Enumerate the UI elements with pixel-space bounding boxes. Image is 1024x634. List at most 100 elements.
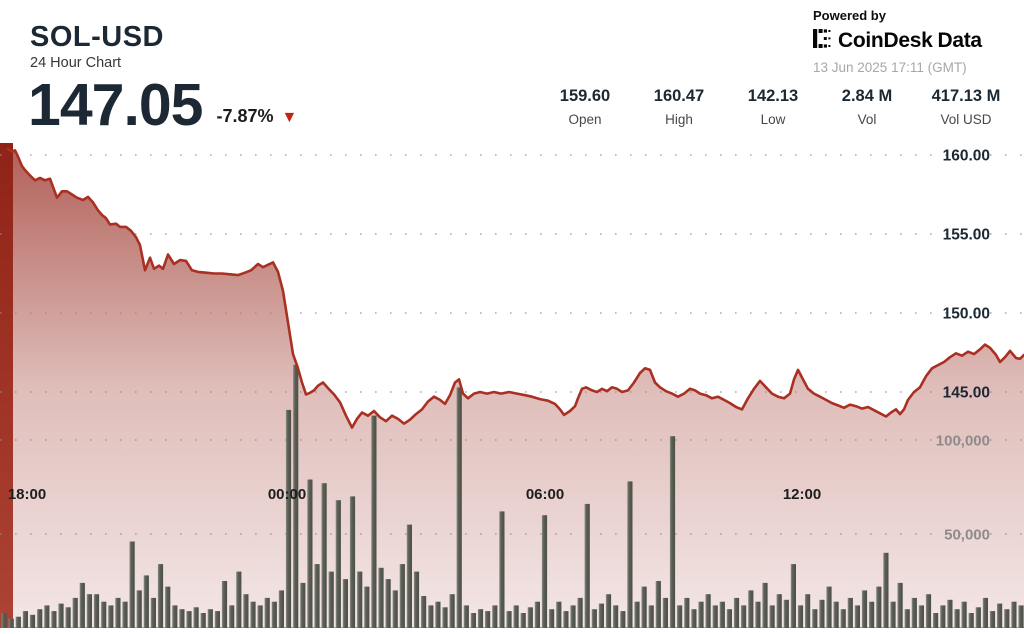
volume-bar: [335, 500, 341, 628]
volume-bar: [541, 515, 548, 628]
volume-bar: [861, 590, 868, 628]
volume-bar: [271, 601, 277, 628]
volume-bar: [741, 605, 747, 628]
volume-bar: [563, 611, 569, 628]
volume-bar: [634, 601, 640, 628]
volume-bar: [250, 601, 256, 628]
volume-bar: [442, 607, 448, 628]
volume-bar: [172, 605, 178, 628]
volume-bar: [421, 596, 427, 628]
chart-area[interactable]: 160.00 155.00 150.00 145.00 100,000 50,000 18:…: [0, 140, 1024, 629]
volume-bar: [193, 607, 199, 628]
volume-bar: [790, 564, 796, 628]
volume-bar: [165, 586, 171, 628]
x-axis-time-label: 12:00: [783, 486, 821, 503]
volume-bar: [719, 601, 725, 628]
volume-bar: [243, 594, 249, 628]
volume-bar: [584, 503, 590, 628]
volume-bar: [662, 597, 668, 628]
volume-bar: [534, 601, 540, 628]
volume-bar: [947, 599, 953, 628]
volume-bar: [677, 605, 683, 628]
chart-header: SOL-USD 24 Hour Chart 147.05 -7.87% ▼ Po…: [0, 0, 1024, 140]
volume-bar: [257, 605, 263, 628]
stat-high: 160.47 High: [632, 87, 726, 127]
stat-open-value: 159.60: [559, 87, 611, 105]
volume-bar: [776, 594, 782, 628]
volume-bar: [285, 409, 292, 628]
volume-bar: [93, 594, 100, 628]
y-axis-volume-label: 100,000: [936, 433, 990, 450]
volume-bar: [456, 387, 462, 628]
volume-bar: [321, 483, 327, 628]
volume-bar: [477, 609, 484, 628]
volume-bar: [641, 586, 647, 628]
volume-bar: [883, 552, 889, 628]
volume-bar: [385, 579, 391, 628]
chart-timestamp: 13 Jun 2025 17:11 (GMT): [813, 60, 967, 75]
volume-bar: [29, 614, 36, 628]
volume-bar: [847, 597, 853, 628]
brand-data: Data: [937, 29, 982, 52]
volume-bar: [527, 607, 533, 628]
volume-bar: [214, 611, 220, 628]
volume-bar: [108, 605, 114, 628]
stat-open-label: Open: [568, 112, 602, 127]
axis-labels-layer: 160.00 155.00 150.00 145.00 100,000 50,000 18:…: [8, 148, 990, 544]
volume-bar: [684, 597, 690, 628]
volume-bar: [613, 605, 619, 628]
volume-bar: [207, 609, 213, 628]
volume-bar: [229, 605, 235, 628]
volume-bar: [86, 594, 92, 628]
price-volume-chart[interactable]: 160.00 155.00 150.00 145.00 100,000 50,000 18:…: [0, 140, 1024, 629]
volume-bar: [989, 611, 996, 628]
volume-bar: [37, 609, 43, 628]
volume-bar: [179, 609, 185, 628]
volume-bar: [961, 601, 967, 628]
price-area-fill: [8, 148, 1024, 628]
volume-bar: [669, 436, 676, 628]
volume-bar: [499, 511, 505, 628]
y-axis-price-label: 145.00: [943, 385, 990, 402]
volume-bar: [726, 609, 732, 628]
volume-bar: [22, 611, 28, 628]
volume-bar: [278, 590, 284, 628]
volume-bar: [833, 601, 839, 628]
volume-bar: [556, 601, 562, 628]
volume-bar: [349, 496, 356, 628]
y-axis-price-label: 160.00: [943, 148, 990, 165]
volume-bar: [357, 571, 363, 628]
volume-bar: [1011, 601, 1017, 628]
volume-bar: [236, 571, 242, 628]
stat-volume-usd-label: Vol USD: [940, 112, 992, 127]
volume-bar: [648, 605, 654, 628]
area-fill-layer: [8, 148, 1024, 628]
volume-bar: [221, 581, 228, 628]
stat-open: 159.60 Open: [538, 87, 632, 127]
volume-bar: [577, 597, 583, 628]
volume-bar: [783, 599, 789, 628]
volume-bar: [733, 597, 740, 628]
coindesk-logo-icon: [813, 29, 832, 53]
chart-subtitle: 24 Hour Chart: [30, 55, 122, 72]
volume-bar: [954, 609, 960, 628]
volume-bar: [691, 609, 697, 628]
volume-bar: [186, 611, 192, 628]
price-down-triangle-icon: ▼: [281, 109, 298, 126]
volume-bar: [705, 594, 711, 628]
volume-bar: [712, 605, 718, 628]
volume-bar: [869, 601, 875, 628]
volume-bar: [655, 581, 661, 628]
volume-bar: [904, 609, 910, 628]
volume-bar: [805, 594, 811, 628]
volume-bar: [549, 609, 555, 628]
brand-row[interactable]: CoinDesk Data: [813, 29, 1013, 53]
stat-volume-usd: 417.13 M Vol USD: [914, 87, 1018, 127]
volume-bar: [506, 611, 512, 628]
x-axis-time-label: 18:00: [8, 486, 46, 503]
volume-bar: [605, 594, 612, 628]
volume-bar: [598, 603, 604, 628]
volume-bar: [1004, 609, 1010, 628]
stat-low-label: Low: [760, 112, 786, 127]
stat-high-label: High: [665, 112, 693, 127]
